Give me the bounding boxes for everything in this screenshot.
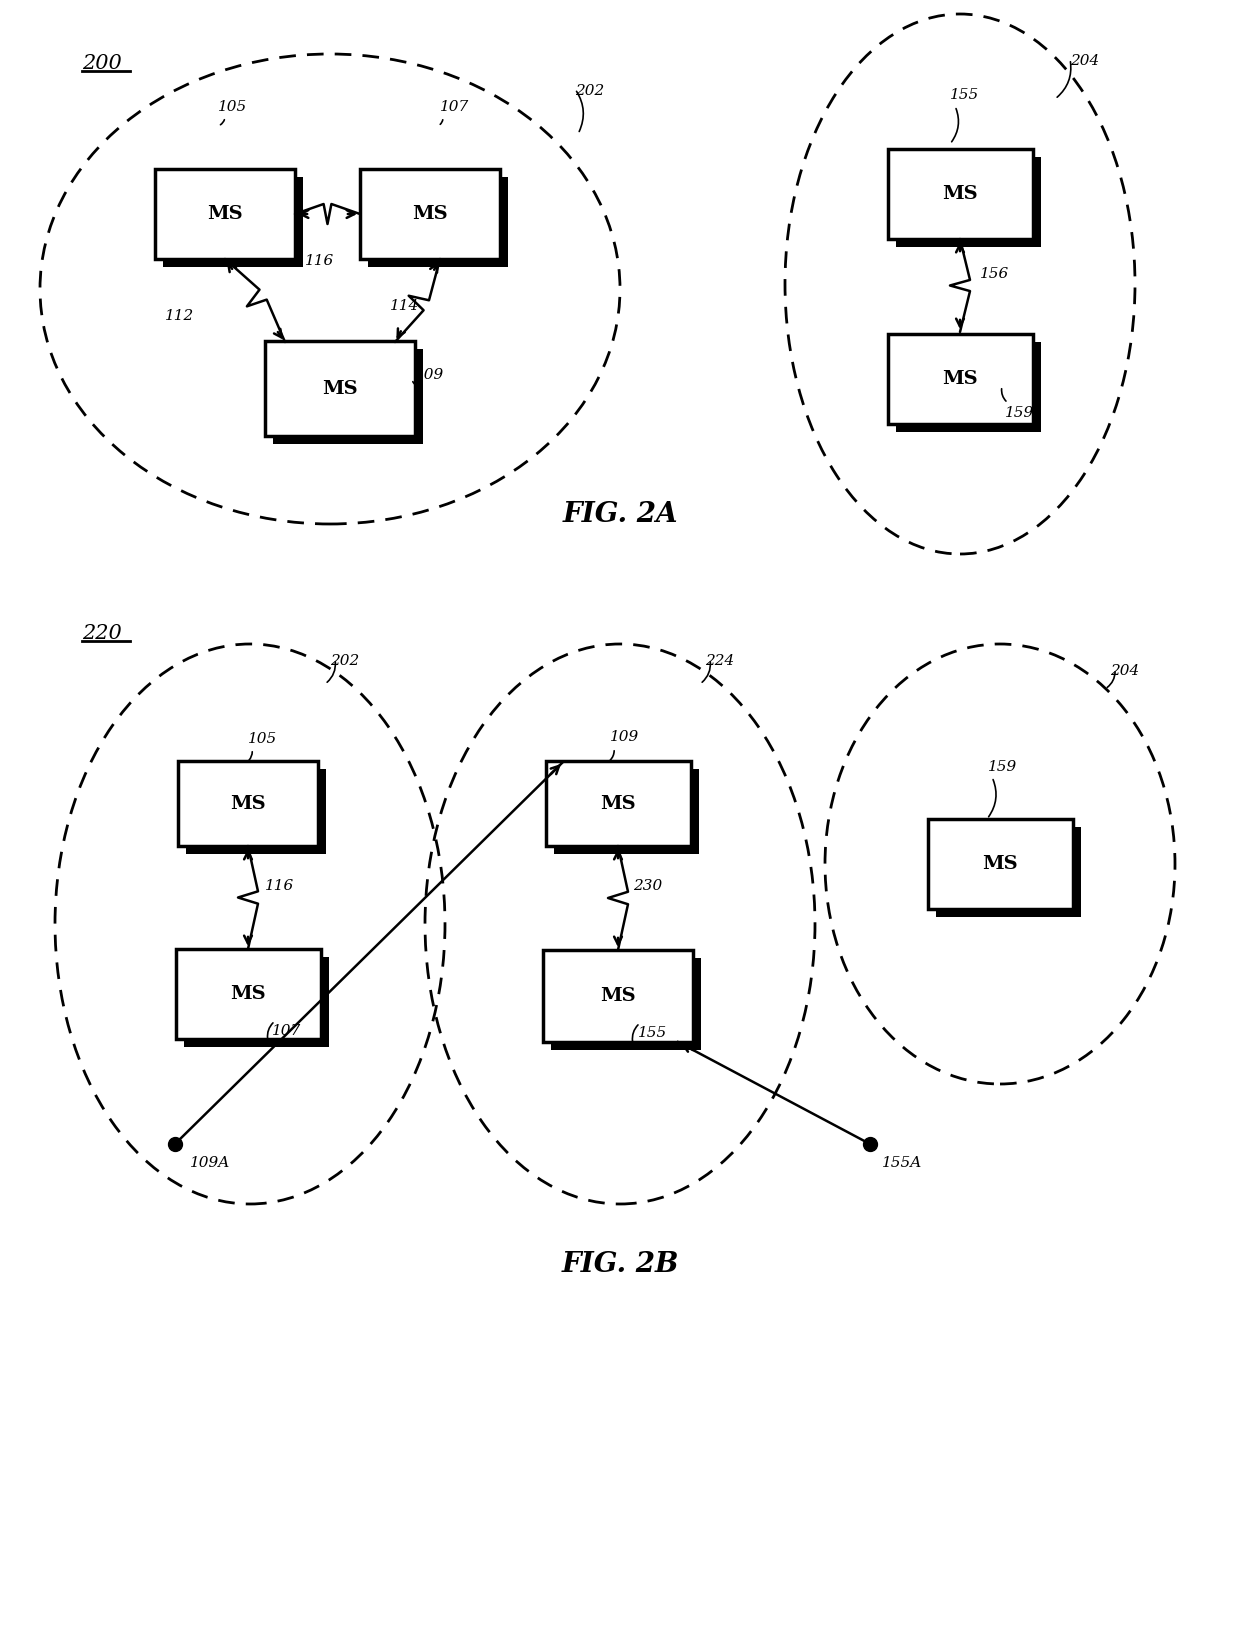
Text: 155A: 155A	[882, 1156, 923, 1171]
Text: 114: 114	[391, 299, 419, 312]
FancyBboxPatch shape	[895, 156, 1040, 247]
Text: MS: MS	[322, 380, 358, 398]
FancyBboxPatch shape	[360, 169, 500, 260]
Text: 155: 155	[950, 89, 980, 102]
Text: 116: 116	[305, 255, 335, 268]
FancyBboxPatch shape	[543, 950, 693, 1042]
FancyBboxPatch shape	[888, 334, 1033, 424]
Text: 116: 116	[265, 880, 294, 893]
FancyBboxPatch shape	[368, 178, 508, 266]
FancyBboxPatch shape	[935, 827, 1080, 917]
Text: 224: 224	[706, 654, 734, 667]
Text: 112: 112	[165, 309, 195, 322]
Text: 105: 105	[218, 100, 247, 113]
Text: 230: 230	[632, 880, 662, 893]
Text: FIG. 2B: FIG. 2B	[562, 1251, 678, 1277]
FancyBboxPatch shape	[184, 957, 329, 1047]
Text: MS: MS	[600, 986, 636, 1004]
Text: 159: 159	[988, 760, 1017, 774]
FancyBboxPatch shape	[888, 150, 1033, 238]
Text: MS: MS	[942, 370, 978, 388]
Text: 155: 155	[639, 1026, 667, 1041]
FancyBboxPatch shape	[265, 342, 415, 437]
Text: 202: 202	[330, 654, 360, 667]
FancyBboxPatch shape	[546, 761, 691, 847]
Text: MS: MS	[600, 796, 636, 814]
FancyBboxPatch shape	[186, 769, 326, 855]
Text: 156: 156	[980, 266, 1009, 281]
FancyBboxPatch shape	[551, 958, 701, 1051]
Text: 159: 159	[1004, 406, 1034, 419]
Text: 107: 107	[272, 1024, 301, 1037]
Text: MS: MS	[231, 985, 265, 1003]
FancyBboxPatch shape	[553, 769, 698, 855]
Text: 200: 200	[82, 54, 122, 72]
Text: MS: MS	[942, 186, 978, 202]
FancyBboxPatch shape	[176, 949, 320, 1039]
FancyBboxPatch shape	[928, 819, 1073, 909]
Text: 109: 109	[415, 368, 444, 381]
Text: 109A: 109A	[190, 1156, 231, 1171]
FancyBboxPatch shape	[895, 342, 1040, 432]
Text: 109: 109	[610, 730, 640, 745]
Text: MS: MS	[982, 855, 1018, 873]
Text: 202: 202	[575, 84, 604, 99]
Text: MS: MS	[412, 206, 448, 224]
FancyBboxPatch shape	[162, 178, 303, 266]
Text: FIG. 2A: FIG. 2A	[562, 500, 678, 528]
Text: MS: MS	[231, 796, 265, 814]
FancyBboxPatch shape	[179, 761, 317, 847]
Text: MS: MS	[207, 206, 243, 224]
Text: 107: 107	[440, 100, 469, 113]
Text: 204: 204	[1110, 664, 1140, 677]
FancyBboxPatch shape	[155, 169, 295, 260]
Text: 204: 204	[1070, 54, 1099, 67]
Text: 220: 220	[82, 625, 122, 643]
Text: 105: 105	[248, 732, 278, 746]
FancyBboxPatch shape	[273, 350, 423, 444]
